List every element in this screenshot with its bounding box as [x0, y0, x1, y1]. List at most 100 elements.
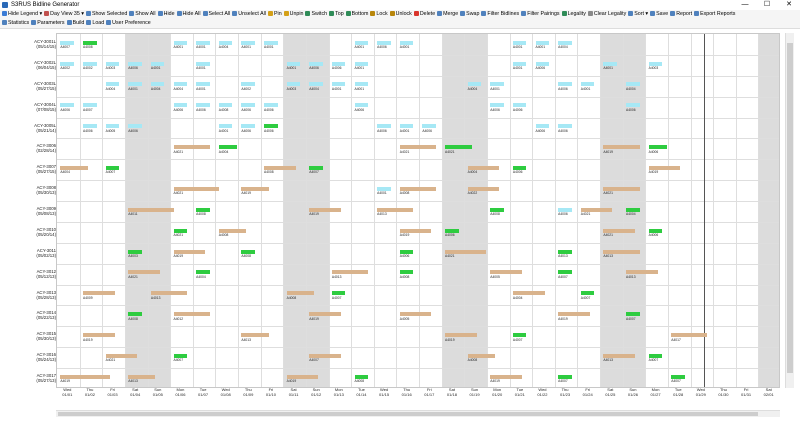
pairing-block[interactable] [105, 165, 120, 170]
pairing-block[interactable] [173, 103, 188, 108]
pairing-block[interactable] [331, 291, 346, 296]
pairing-block[interactable] [150, 82, 165, 87]
sort-button[interactable]: Sort ▾ [628, 10, 648, 19]
schedule-grid[interactable]: A4007 A4008 A4001 A4001 A4004 A4001 A4001 A4001… [56, 33, 780, 388]
pairing-block[interactable] [60, 165, 88, 170]
pairing-block[interactable] [286, 374, 319, 379]
unpin-button[interactable]: Unpin [283, 10, 303, 19]
pairing-block[interactable] [241, 249, 255, 254]
pairing-block[interactable] [309, 312, 341, 317]
delete-button[interactable]: Delete [413, 10, 435, 19]
pairing-block[interactable] [196, 61, 210, 66]
switch-button[interactable]: Switch [305, 10, 327, 19]
pairing-block[interactable] [331, 61, 346, 66]
pairing-block[interactable] [309, 165, 323, 170]
pairing-block[interactable] [128, 374, 156, 379]
pairing-block[interactable] [60, 61, 74, 66]
pairing-block[interactable] [512, 165, 527, 170]
swap-button[interactable]: Swap [460, 10, 479, 19]
pairing-block[interactable] [128, 124, 142, 129]
pairing-block[interactable] [264, 103, 278, 108]
bidline-label[interactable]: ACY-3005L (05/21/14) [2, 123, 56, 133]
pairing-block[interactable] [445, 145, 473, 150]
pairing-block[interactable] [241, 103, 255, 108]
pairing-block[interactable] [218, 40, 233, 45]
pairing-block[interactable] [467, 353, 495, 358]
show-all-button[interactable]: Show All [129, 10, 156, 19]
pairing-block[interactable] [264, 165, 296, 170]
pairing-block[interactable] [535, 61, 550, 66]
bidline-label[interactable]: ACY-3006 (02/28/14) [2, 143, 56, 153]
pairing-block[interactable] [105, 82, 120, 87]
pairing-block[interactable] [377, 207, 414, 212]
pairing-block[interactable] [196, 82, 210, 87]
pairing-block[interactable] [196, 40, 210, 45]
pairing-block[interactable] [128, 61, 142, 66]
unselect-all-button[interactable]: Unselect All [232, 10, 266, 19]
select-all-button[interactable]: Select All [202, 10, 230, 19]
pairing-block[interactable] [399, 249, 414, 254]
load-button[interactable]: Load [86, 19, 104, 28]
pairing-block[interactable] [512, 333, 527, 338]
lock-button[interactable]: Lock [370, 10, 388, 19]
pairing-block[interactable] [626, 312, 640, 317]
pairing-block[interactable] [377, 40, 391, 45]
bidline-label[interactable]: ACY-3004L (07/08/15) [2, 102, 56, 112]
pairing-block[interactable] [512, 291, 545, 296]
pairing-block[interactable] [626, 82, 640, 87]
pairing-block[interactable] [648, 228, 663, 233]
pairing-block[interactable] [241, 186, 269, 191]
pairing-block[interactable] [60, 374, 111, 379]
pairing-block[interactable] [377, 124, 391, 129]
pairing-block[interactable] [173, 40, 188, 45]
bidline-label[interactable]: ACY-3003L (05/27/15) [2, 81, 56, 91]
pairing-block[interactable] [264, 40, 278, 45]
pairing-block[interactable] [128, 270, 160, 275]
pairing-block[interactable] [445, 333, 477, 338]
pairing-block[interactable] [490, 207, 504, 212]
bidline-label[interactable]: ACY-3007 (05/27/15) [2, 164, 56, 174]
pairing-block[interactable] [105, 61, 120, 66]
pairing-block[interactable] [648, 353, 663, 358]
pairing-block[interactable] [354, 40, 369, 45]
pairing-block[interactable] [490, 270, 522, 275]
pairing-block[interactable] [648, 61, 663, 66]
hide-legend-button[interactable]: Hide Legend ▾ [2, 10, 42, 19]
pairing-block[interactable] [241, 124, 255, 129]
pairing-block[interactable] [241, 82, 255, 87]
pairing-block[interactable] [309, 207, 341, 212]
unlock-button[interactable]: Unlock [389, 10, 412, 19]
pairing-block[interactable] [603, 353, 636, 358]
pairing-block[interactable] [150, 61, 165, 66]
build-button[interactable]: Build [66, 19, 84, 28]
pairing-block[interactable] [490, 374, 522, 379]
maximize-button[interactable]: ☐ [763, 1, 771, 8]
pairing-block[interactable] [558, 312, 590, 317]
pairing-block[interactable] [558, 374, 572, 379]
pairing-block[interactable] [467, 165, 500, 170]
pairing-block[interactable] [309, 353, 341, 358]
pairing-block[interactable] [512, 40, 527, 45]
statistics-button[interactable]: Statistics [2, 19, 29, 28]
user-preference-button[interactable]: User Preference [106, 19, 151, 28]
pairing-block[interactable] [331, 82, 346, 87]
pairing-block[interactable] [467, 186, 500, 191]
bidline-label[interactable]: ACY-3012 (05/12/13) [2, 269, 56, 279]
merge-button[interactable]: Merge [437, 10, 458, 19]
pairing-block[interactable] [626, 103, 640, 108]
pairing-block[interactable] [580, 82, 595, 87]
pairing-block[interactable] [626, 207, 640, 212]
hide-all-button[interactable]: Hide All [176, 10, 201, 19]
pairing-block[interactable] [558, 207, 572, 212]
pairing-block[interactable] [309, 61, 323, 66]
pairing-block[interactable] [150, 291, 188, 296]
pairing-block[interactable] [354, 103, 369, 108]
pairing-block[interactable] [128, 312, 142, 317]
pairing-block[interactable] [490, 82, 504, 87]
pairing-block[interactable] [558, 249, 572, 254]
bidline-label[interactable]: ACY-3013 (05/28/13) [2, 290, 56, 300]
pairing-block[interactable] [558, 82, 572, 87]
pairing-block[interactable] [218, 103, 233, 108]
pairing-block[interactable] [377, 186, 391, 191]
pairing-block[interactable] [196, 270, 210, 275]
